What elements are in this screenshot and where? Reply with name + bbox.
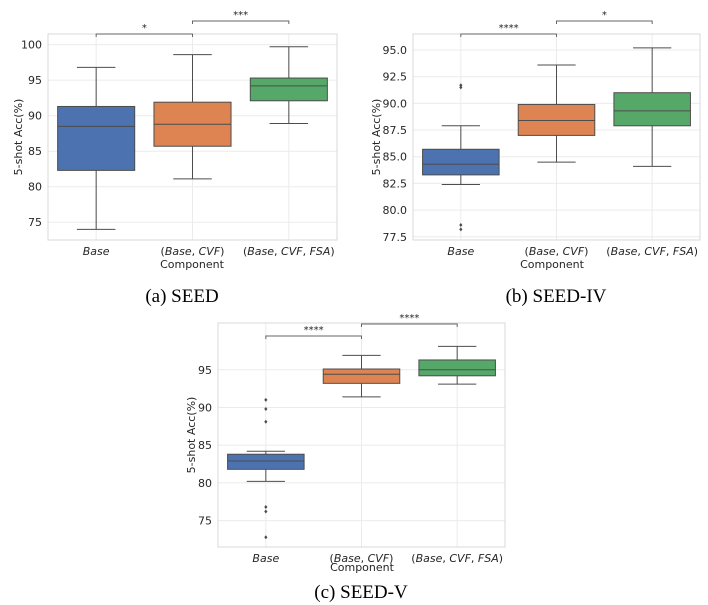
- x-tick-label: (Base, CVF, FSA): [411, 552, 503, 565]
- y-tick-label: 85.0: [383, 151, 408, 164]
- box-3: [613, 47, 691, 167]
- y-tick-label: 95: [28, 74, 42, 87]
- box-iqr: [418, 359, 496, 377]
- panel-caption: (b) SEED-IV: [506, 286, 607, 307]
- significance-label: *: [602, 10, 607, 21]
- x-axis-label: Component: [330, 561, 395, 574]
- x-axis-label: Component: [160, 258, 225, 271]
- box-1: [227, 397, 305, 540]
- box-iqr: [249, 77, 328, 102]
- significance-bracket: [460, 33, 557, 37]
- box-1: [57, 66, 136, 230]
- y-tick-label: 87.5: [383, 124, 408, 137]
- outlier-point: [264, 505, 268, 510]
- plot-frame: [217, 322, 506, 548]
- box-iqr: [227, 453, 305, 470]
- outlier-point: [264, 509, 268, 514]
- outlier-point: [459, 83, 463, 88]
- outlier-point: [459, 227, 463, 232]
- x-tick-label: (Base, CVF, FSA): [243, 245, 335, 258]
- significance-label: *: [142, 23, 147, 34]
- outlier-point: [264, 535, 268, 540]
- box-2: [153, 54, 232, 180]
- chart-panel-1: 75 80 85 90 95 100 Base (Base, CVF) (Base, CVF, …: [12, 10, 338, 307]
- x-tick-label: Base: [83, 245, 110, 258]
- box-iqr: [57, 105, 136, 171]
- outlier-point: [459, 223, 463, 228]
- y-tick-label: 90: [198, 401, 212, 414]
- outlier-point: [264, 419, 268, 424]
- box-iqr: [517, 103, 596, 136]
- significance-label: ***: [233, 10, 248, 21]
- panel-caption: (a) SEED: [145, 286, 218, 307]
- chart-panel-3: 75 80 85 90 95 Base (Base, CVF) (Base, CVF, FSA…: [185, 313, 506, 603]
- y-axis-label: 5-shot Acc(%): [370, 99, 383, 176]
- y-tick-label: 80: [198, 477, 212, 490]
- x-tick-label: (Base, CVF): [161, 245, 225, 258]
- outlier-point: [459, 85, 463, 90]
- y-tick-label: 80: [28, 181, 42, 194]
- y-tick-label: 92.5: [383, 71, 408, 84]
- y-tick-label: 77.5: [383, 231, 408, 244]
- significance-label: ****: [499, 23, 519, 34]
- box-iqr: [422, 148, 500, 176]
- significance-bracket: [361, 323, 458, 327]
- y-tick-label: 85: [28, 145, 42, 158]
- outlier-point: [264, 406, 268, 411]
- y-tick-label: 85: [198, 439, 212, 452]
- x-tick-label: Base: [447, 245, 474, 258]
- y-tick-label: 80.0: [383, 204, 408, 217]
- box-3: [418, 345, 496, 385]
- significance-label: ****: [304, 325, 324, 336]
- y-tick-label: 95: [198, 364, 212, 377]
- significance-label: ****: [399, 313, 419, 324]
- panel-caption: (c) SEED-V: [314, 582, 408, 603]
- x-axis-label: Component: [520, 258, 585, 271]
- significance-bracket: [265, 335, 362, 339]
- x-tick-label: (Base, CVF): [525, 245, 589, 258]
- y-tick-label: 90: [28, 110, 42, 123]
- y-tick-label: 82.5: [383, 177, 408, 190]
- y-tick-label: 95.0: [383, 44, 408, 57]
- y-axis-label: 5-shot Acc(%): [185, 397, 198, 474]
- box-iqr: [613, 92, 691, 127]
- x-tick-label: (Base, CVF): [330, 552, 394, 565]
- significance-bracket: [95, 33, 193, 37]
- box-3: [249, 46, 328, 125]
- y-tick-label: 90.0: [383, 97, 408, 110]
- y-tick-label: 75: [198, 515, 212, 528]
- x-tick-label: (Base, CVF, FSA): [606, 245, 698, 258]
- box-1: [422, 83, 500, 232]
- outlier-point: [264, 397, 268, 402]
- y-axis-label: 5-shot Acc(%): [12, 99, 25, 176]
- box-iqr: [322, 368, 401, 384]
- significance-bracket: [556, 20, 653, 24]
- chart-panel-2: 77.5 80.0 82.5 85.0 87.5 90.0 92.5 95.0 Base (Bas…: [370, 10, 701, 307]
- y-tick-label: 75: [28, 216, 42, 229]
- x-tick-label: Base: [252, 552, 279, 565]
- significance-bracket: [192, 20, 290, 24]
- box-2: [517, 64, 596, 163]
- box-2: [322, 354, 401, 398]
- y-tick-label: 100: [21, 39, 42, 52]
